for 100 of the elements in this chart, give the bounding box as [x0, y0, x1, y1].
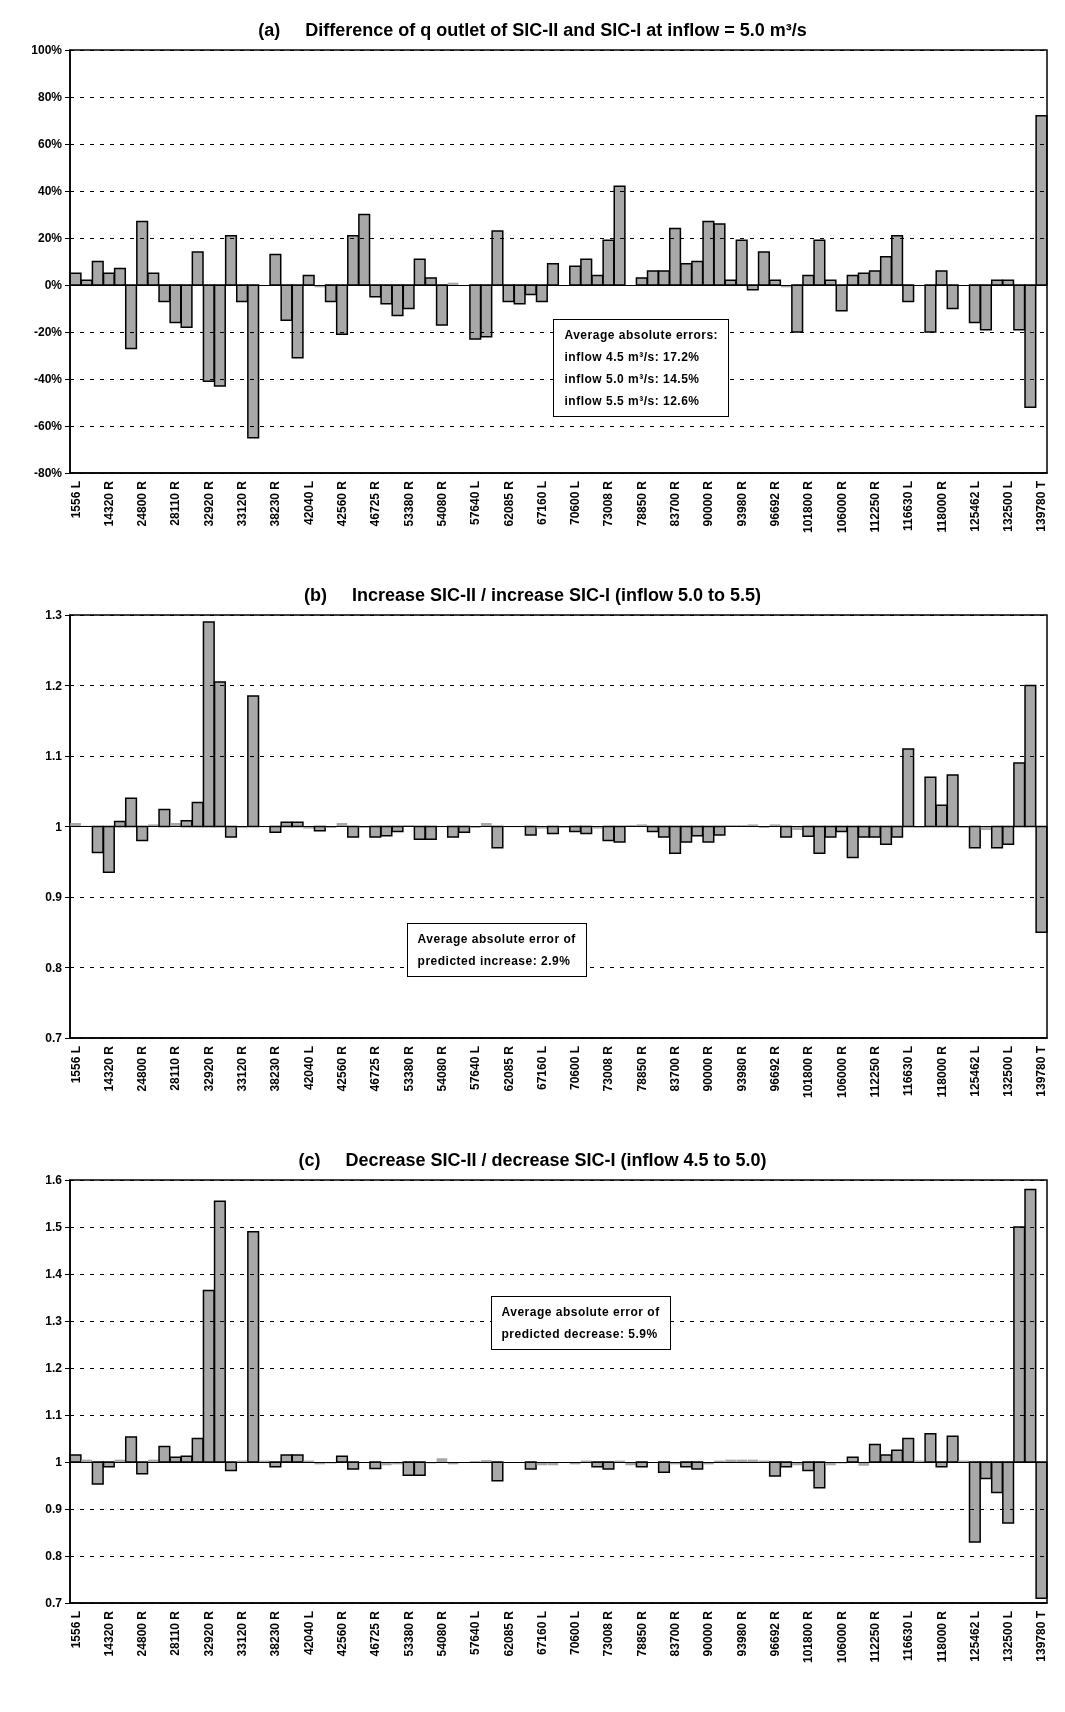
x-tick-label: 42040 L	[301, 1046, 316, 1091]
y-tick-label: 40%	[37, 184, 63, 198]
x-tick-label: 42040 L	[301, 481, 316, 526]
x-tick-label: 118000 R	[934, 1045, 949, 1098]
annotation: predicted increase: 2.9%	[417, 953, 572, 971]
x-tick-label: 96692 R	[767, 480, 782, 527]
x-tick-label: 116630 L	[901, 1611, 916, 1662]
x-tick-label: 32920 R	[201, 1045, 216, 1092]
x-tick-label: 101800 R	[801, 480, 816, 534]
y-tick-label: 1.6	[45, 1173, 63, 1187]
x-tick-label: 106000 R	[834, 1045, 849, 1099]
y-tick-label: 0.7	[45, 1596, 63, 1610]
x-tick-label: 33120 R	[235, 1045, 250, 1092]
y-tick-label: 1	[55, 1455, 63, 1469]
annotation: predicted decrease: 5.9%	[501, 1326, 659, 1344]
x-tick-label: 28110 R	[168, 1045, 183, 1091]
x-tick-label: 73008 R	[601, 1045, 616, 1092]
x-tick-label: 57640 L	[468, 1611, 483, 1656]
x-tick-label: 38230 R	[268, 1045, 283, 1092]
x-tick-label: 90000 R	[701, 1610, 716, 1657]
y-tick-label: -20%	[33, 325, 63, 339]
x-tick-label: 83700 R	[668, 1045, 683, 1092]
y-tick-label: 1.2	[45, 678, 63, 693]
x-tick-label: 32920 R	[201, 1610, 216, 1657]
x-tick-label: 33120 R	[235, 480, 250, 527]
x-tick-label: 125462 L	[967, 1611, 982, 1662]
x-tick-label: 14320 R	[101, 1610, 116, 1657]
chart-title: (b) Increase SIC-II / increase SIC-I (inflow 5.0 to 5.5)	[303, 585, 762, 605]
x-tick-label: 24800 R	[135, 480, 150, 527]
x-tick-label: 90000 R	[701, 480, 716, 527]
y-tick-label: 1.2	[45, 1361, 63, 1375]
x-tick-label: 54080 R	[434, 480, 449, 527]
y-tick-label: 1.3	[45, 1314, 63, 1328]
x-tick-label: 42560 R	[335, 1610, 350, 1657]
x-tick-label: 83700 R	[668, 1610, 683, 1657]
x-tick-label: 93980 R	[734, 480, 749, 527]
x-tick-label: 118000 R	[934, 480, 949, 533]
x-tick-label: 73008 R	[601, 1610, 616, 1657]
x-tick-label: 101800 R	[801, 1045, 816, 1099]
x-tick-label: 112250 R	[867, 480, 882, 533]
x-tick-label: 28110 R	[168, 480, 183, 526]
x-tick-label: 118000 R	[934, 1610, 949, 1663]
y-tick-label: 0.9	[45, 1502, 63, 1516]
x-tick-label: 125462 L	[967, 481, 982, 532]
x-tick-label: 46725 R	[368, 480, 383, 527]
x-tick-label: 96692 R	[767, 1610, 782, 1657]
chart-title: (a) Difference of q outlet of SIC-II and SIC-I at inflow = 5.0 m³/s	[258, 20, 807, 40]
annotation: Average absolute error of	[417, 931, 576, 949]
x-tick-label: 53380 R	[401, 480, 416, 527]
x-tick-label: 67160 L	[534, 1611, 549, 1656]
x-tick-label: 78850 R	[634, 1045, 649, 1092]
x-tick-label: 70600 L	[568, 481, 583, 526]
x-tick-label: 33120 R	[235, 1610, 250, 1657]
y-tick-label: 0.9	[45, 890, 63, 904]
y-tick-label: 0.8	[45, 1549, 63, 1563]
x-tick-label: 125462 L	[967, 1046, 982, 1097]
y-tick-label: -80%	[33, 466, 63, 480]
x-tick-label: 28110 R	[168, 1610, 183, 1656]
x-tick-label: 70600 L	[568, 1611, 583, 1656]
x-tick-label: 14320 R	[101, 1045, 116, 1092]
y-tick-label: 0.8	[45, 960, 63, 975]
x-tick-label: 38230 R	[268, 1610, 283, 1657]
annotation: inflow 5.0 m³/s: 14.5%	[564, 370, 701, 388]
x-tick-label: 70600 L	[568, 1046, 583, 1091]
x-tick-label: 62085 R	[501, 1610, 516, 1657]
x-tick-label: 62085 R	[501, 1045, 516, 1092]
x-tick-label: 83700 R	[668, 480, 683, 527]
x-tick-label: 93980 R	[734, 1610, 749, 1657]
y-tick-label: 1.5	[45, 1220, 63, 1234]
x-tick-label: 1556 L	[68, 481, 83, 519]
x-tick-label: 42560 R	[335, 1045, 350, 1092]
x-tick-label: 73008 R	[601, 480, 616, 527]
x-tick-label: 116630 L	[901, 1046, 916, 1097]
x-tick-label: 38230 R	[268, 480, 283, 527]
x-tick-label: 62085 R	[501, 480, 516, 527]
x-tick-label: 96692 R	[767, 1045, 782, 1092]
x-tick-label: 139780 T	[1034, 480, 1049, 532]
annotation: Average absolute error of	[501, 1304, 660, 1322]
y-tick-label: 1.1	[45, 1408, 63, 1422]
x-tick-label: 54080 R	[434, 1045, 449, 1092]
chart-title: (c) Decrease SIC-II / decrease SIC-I (inflow 4.5 to 5.0)	[298, 1150, 767, 1170]
annotation: inflow 5.5 m³/s: 12.6%	[564, 392, 701, 410]
x-tick-label: 67160 L	[534, 1046, 549, 1091]
x-tick-label: 90000 R	[701, 1045, 716, 1092]
x-tick-label: 46725 R	[368, 1610, 383, 1657]
y-tick-label: 0%	[44, 278, 63, 292]
x-tick-label: 106000 R	[834, 1610, 849, 1664]
y-tick-label: 1.1	[45, 749, 63, 763]
x-tick-label: 14320 R	[101, 480, 116, 527]
x-tick-label: 1556 L	[68, 1046, 83, 1084]
x-tick-label: 93980 R	[734, 1045, 749, 1092]
y-tick-label: 20%	[37, 231, 63, 245]
y-tick-label: 0.7	[45, 1031, 63, 1045]
y-tick-label: 1	[55, 819, 63, 834]
x-tick-label: 57640 L	[468, 481, 483, 526]
x-tick-label: 139780 T	[1034, 1045, 1049, 1097]
x-tick-label: 112250 R	[867, 1610, 882, 1663]
y-tick-label: 1.4	[45, 1267, 63, 1281]
x-tick-label: 32920 R	[201, 480, 216, 527]
annotation: inflow 4.5 m³/s: 17.2%	[564, 348, 701, 366]
